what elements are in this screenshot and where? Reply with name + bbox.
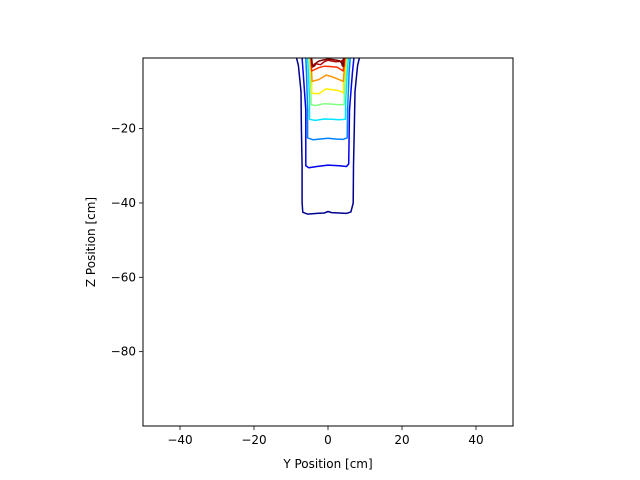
contour-level-8 [310, 58, 346, 72]
y-axis: −20 −40 −60 −80 [111, 122, 143, 359]
contour-level-4 [306, 58, 350, 122]
x-tick-label: 0 [324, 433, 332, 447]
x-tick-label: 40 [468, 433, 483, 447]
contour-lines [295, 58, 361, 215]
contour-level-3 [305, 58, 351, 141]
x-tick-label: 20 [394, 433, 409, 447]
y-tick-label: −80 [111, 345, 136, 359]
x-axis-label: Y Position [cm] [282, 457, 372, 471]
contour-level-1 [295, 58, 361, 215]
x-axis: −40 −20 0 20 40 [167, 426, 484, 447]
contour-level-2 [301, 58, 355, 169]
y-tick-label: −60 [111, 270, 136, 284]
contour-level-5 [308, 58, 348, 107]
x-tick-label: −40 [167, 433, 192, 447]
y-tick-label: −40 [111, 196, 136, 210]
contour-level-6 [309, 58, 347, 95]
x-tick-label: −20 [241, 433, 266, 447]
y-axis-label: Z Position [cm] [84, 197, 98, 287]
y-tick-label: −20 [111, 122, 136, 136]
contour-level-7 [309, 58, 347, 83]
contour-level-10 [310, 58, 345, 68]
